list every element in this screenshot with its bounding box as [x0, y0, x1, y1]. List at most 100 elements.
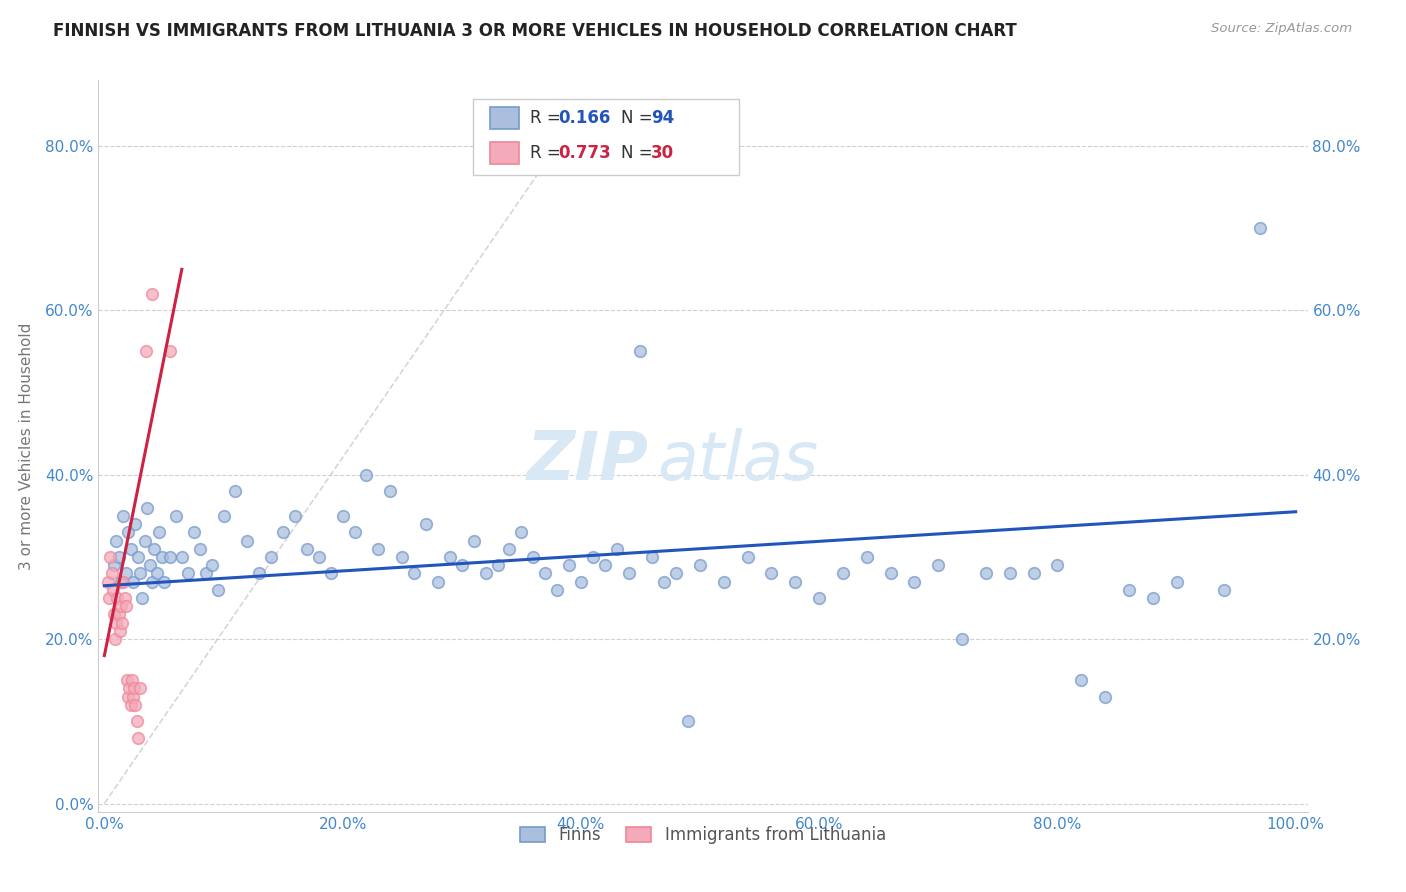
Point — [159, 549, 181, 564]
Point — [785, 574, 807, 589]
Point — [271, 525, 294, 540]
Point — [582, 549, 605, 564]
Point — [332, 508, 354, 523]
Point — [100, 566, 122, 581]
Point — [1022, 566, 1045, 581]
FancyBboxPatch shape — [474, 99, 740, 176]
Point — [510, 525, 533, 540]
Text: ZIP: ZIP — [527, 427, 648, 493]
Point — [97, 574, 120, 589]
Point — [236, 533, 259, 548]
Point — [138, 558, 160, 573]
Point — [319, 566, 342, 581]
Point — [129, 681, 152, 696]
Point — [150, 549, 173, 564]
Point — [98, 549, 121, 564]
Point — [308, 549, 330, 564]
Point — [143, 541, 166, 556]
FancyBboxPatch shape — [491, 107, 519, 128]
Point — [498, 541, 520, 556]
Point — [713, 574, 735, 589]
Point — [101, 582, 124, 597]
Point — [1249, 221, 1271, 235]
Point — [117, 525, 139, 540]
Point — [212, 508, 235, 523]
Point — [105, 533, 128, 548]
Point — [114, 591, 136, 605]
Point — [118, 681, 141, 696]
Point — [450, 558, 472, 573]
Point — [534, 566, 557, 581]
Point — [665, 566, 688, 581]
Point — [630, 344, 652, 359]
Point — [593, 558, 616, 573]
FancyBboxPatch shape — [491, 142, 519, 163]
Point — [127, 731, 149, 745]
Point — [1046, 558, 1069, 573]
Point — [98, 591, 121, 605]
Text: 94: 94 — [651, 109, 675, 127]
Point — [1118, 582, 1140, 597]
Point — [558, 558, 581, 573]
Point — [761, 566, 783, 581]
Point — [103, 558, 125, 573]
Text: atlas: atlas — [657, 427, 818, 493]
Legend: Finns, Immigrants from Lithuania: Finns, Immigrants from Lithuania — [513, 820, 893, 851]
Point — [117, 690, 139, 704]
Point — [391, 549, 413, 564]
Point — [641, 549, 664, 564]
Point — [832, 566, 855, 581]
Point — [652, 574, 675, 589]
Point — [676, 714, 699, 729]
Point — [170, 549, 193, 564]
Point — [463, 533, 485, 548]
Point — [415, 517, 437, 532]
Point — [522, 549, 544, 564]
Point — [343, 525, 366, 540]
Point — [927, 558, 949, 573]
Text: 30: 30 — [651, 144, 673, 161]
Point — [108, 624, 131, 638]
Point — [110, 599, 132, 614]
Point — [689, 558, 711, 573]
Point — [121, 673, 143, 688]
Point — [295, 541, 318, 556]
Point — [367, 541, 389, 556]
Point — [125, 714, 148, 729]
Point — [148, 525, 170, 540]
Point — [950, 632, 973, 647]
Point — [103, 607, 125, 622]
Point — [380, 484, 402, 499]
Point — [439, 549, 461, 564]
Point — [177, 566, 200, 581]
Text: R =: R = — [530, 144, 567, 161]
Text: R =: R = — [530, 109, 567, 127]
Point — [107, 591, 129, 605]
Point — [153, 574, 176, 589]
Point — [124, 698, 146, 712]
Point — [120, 541, 142, 556]
Text: N =: N = — [621, 144, 658, 161]
Point — [159, 344, 181, 359]
Point — [879, 566, 901, 581]
Point — [111, 615, 134, 630]
Point — [135, 344, 157, 359]
Point — [110, 574, 132, 589]
Point — [124, 517, 146, 532]
Point — [131, 591, 153, 605]
Point — [606, 541, 628, 556]
Point — [112, 508, 135, 523]
Point — [105, 615, 128, 630]
Point — [104, 632, 127, 647]
Text: 0.166: 0.166 — [558, 109, 610, 127]
Point — [141, 574, 163, 589]
Point — [1166, 574, 1188, 589]
Point — [146, 566, 169, 581]
Point — [260, 549, 283, 564]
Point — [284, 508, 307, 523]
Point — [114, 566, 136, 581]
Point — [122, 681, 145, 696]
Text: Source: ZipAtlas.com: Source: ZipAtlas.com — [1212, 22, 1353, 36]
Point — [426, 574, 449, 589]
Point — [247, 566, 270, 581]
